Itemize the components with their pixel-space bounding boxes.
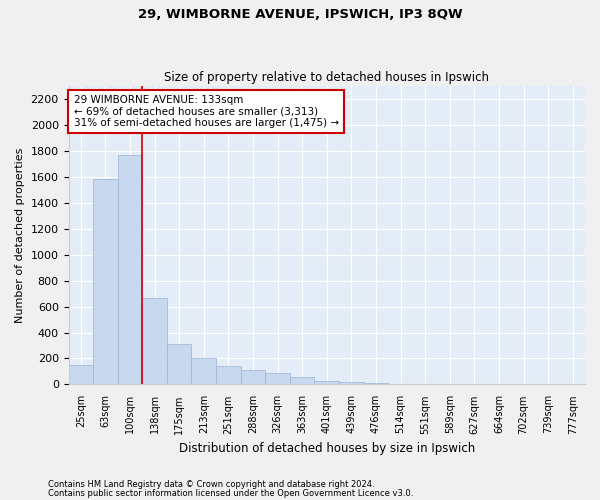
Text: Contains public sector information licensed under the Open Government Licence v3: Contains public sector information licen… <box>48 488 413 498</box>
Bar <box>339 382 364 384</box>
Bar <box>364 383 388 384</box>
Y-axis label: Number of detached properties: Number of detached properties <box>15 148 25 323</box>
Bar <box>314 380 339 384</box>
Bar <box>167 344 191 385</box>
Text: 29, WIMBORNE AVENUE, IPSWICH, IP3 8QW: 29, WIMBORNE AVENUE, IPSWICH, IP3 8QW <box>137 8 463 20</box>
Text: Contains HM Land Registry data © Crown copyright and database right 2024.: Contains HM Land Registry data © Crown c… <box>48 480 374 489</box>
Bar <box>142 298 167 384</box>
Bar <box>68 365 93 384</box>
Text: 29 WIMBORNE AVENUE: 133sqm
← 69% of detached houses are smaller (3,313)
31% of s: 29 WIMBORNE AVENUE: 133sqm ← 69% of deta… <box>74 95 339 128</box>
Bar <box>118 155 142 384</box>
Bar <box>290 376 314 384</box>
Bar <box>241 370 265 384</box>
Bar <box>265 373 290 384</box>
Bar <box>191 358 216 384</box>
X-axis label: Distribution of detached houses by size in Ipswich: Distribution of detached houses by size … <box>179 442 475 455</box>
Bar <box>216 366 241 384</box>
Bar <box>93 180 118 384</box>
Title: Size of property relative to detached houses in Ipswich: Size of property relative to detached ho… <box>164 70 489 84</box>
